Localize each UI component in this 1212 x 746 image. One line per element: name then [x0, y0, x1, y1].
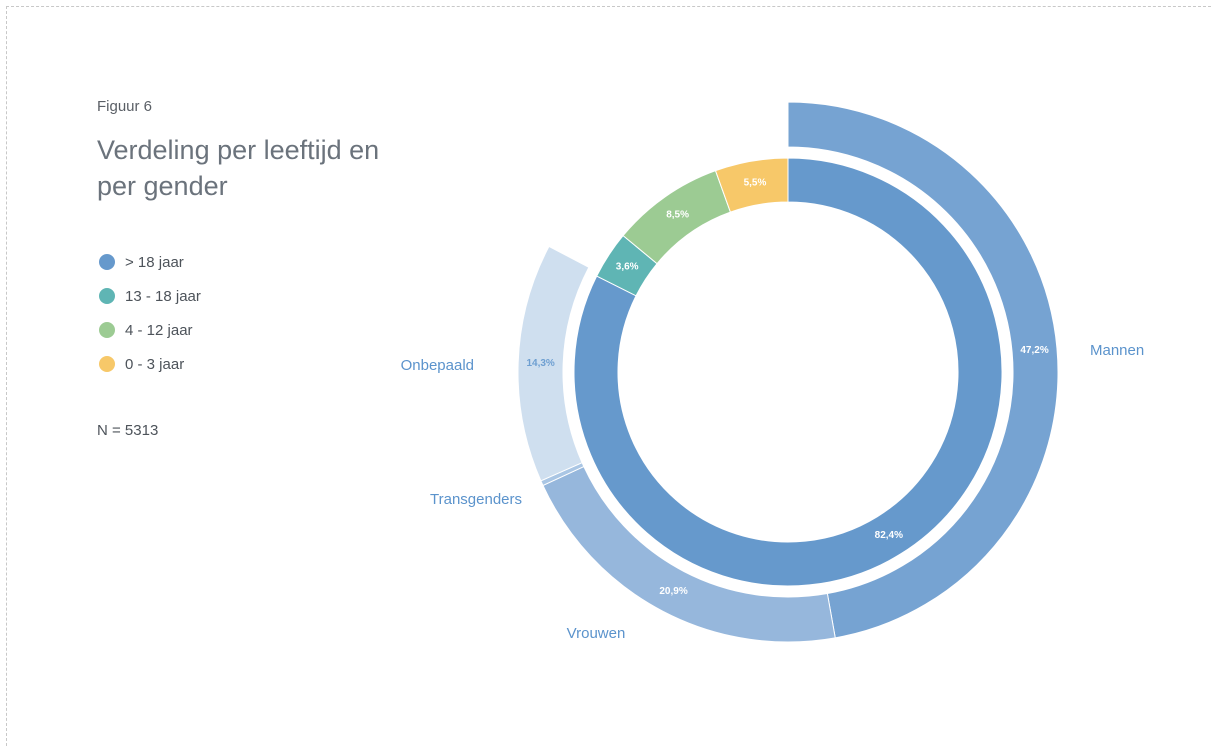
figure-label: Figuur 6 — [97, 98, 153, 115]
legend-label: 13 - 18 jaar — [125, 287, 201, 305]
gender-slice-label-0: 47,2% — [1020, 345, 1048, 356]
donut-chart: 82,4% 3,6% 8,5% 5,5% 47,2% Mannen 20,9% Vrouwen… — [401, 101, 1144, 643]
age-slice-0 — [573, 157, 1003, 587]
age-slice-label-2: 8,5% — [666, 210, 689, 221]
legend-item-child: 4 - 12 jaar — [99, 313, 201, 347]
gender-name-label-2: Transgenders — [430, 491, 522, 508]
figure-frame — [6, 6, 1211, 746]
gender-name-label-3: Onbepaald — [401, 357, 474, 374]
chart-title: Verdeling per leeftijd en per gender — [97, 135, 380, 201]
age-slice-label-0: 82,4% — [875, 530, 903, 541]
legend-label: > 18 jaar — [125, 253, 184, 271]
legend-dot — [99, 356, 115, 372]
gender-slice-3 — [517, 245, 590, 482]
legend-dot — [99, 322, 115, 338]
gender-name-label-1: Vrouwen — [567, 625, 626, 642]
gender-slice-0 — [787, 101, 1059, 639]
age-slice-label-1: 3,6% — [616, 262, 639, 273]
legend-dot — [99, 254, 115, 270]
gender-slice-label-1: 20,9% — [659, 586, 687, 597]
gender-name-label-0: Mannen — [1090, 342, 1144, 359]
legend-item-adult: > 18 jaar — [99, 245, 201, 279]
legend-item-teen: 13 - 18 jaar — [99, 279, 201, 313]
legend-label: 0 - 3 jaar — [125, 355, 185, 373]
legend-label: 4 - 12 jaar — [125, 321, 193, 339]
legend: > 18 jaar 13 - 18 jaar 4 - 12 jaar 0 - 3… — [99, 245, 201, 381]
age-slice-label-3: 5,5% — [744, 177, 767, 188]
gender-slice-label-3: 14,3% — [526, 358, 554, 369]
sample-size: N = 5313 — [97, 422, 159, 439]
age-slice-3 — [714, 157, 789, 213]
legend-dot — [99, 288, 115, 304]
legend-item-toddler: 0 - 3 jaar — [99, 347, 201, 381]
